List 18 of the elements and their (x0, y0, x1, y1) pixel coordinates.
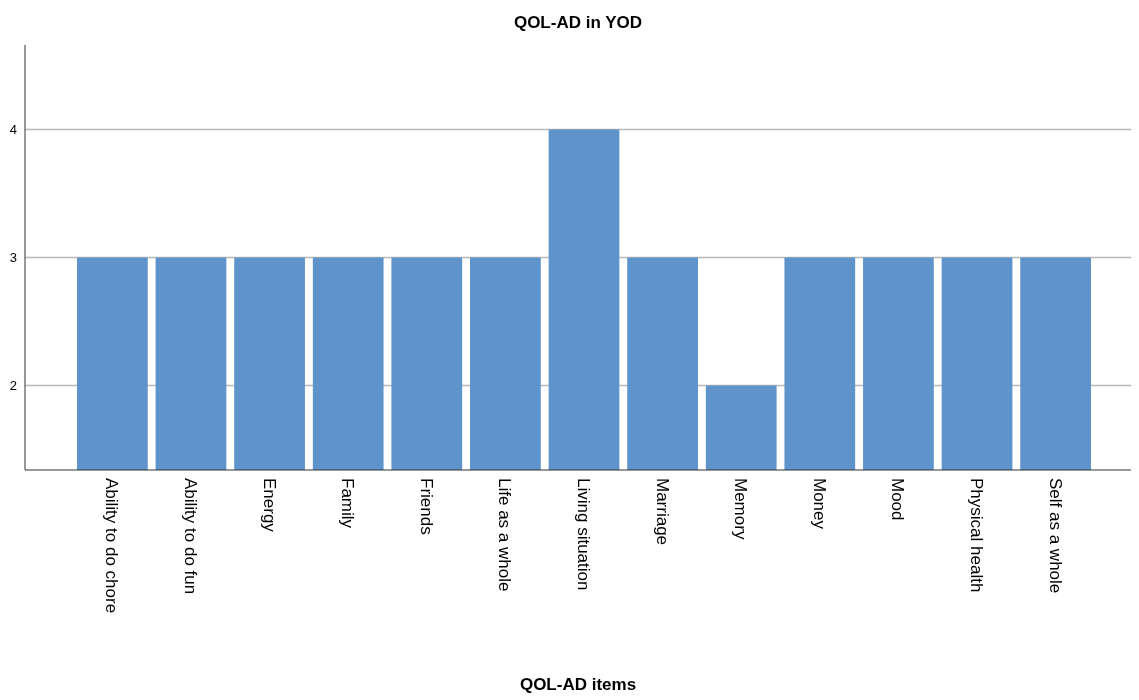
chart-title: QOL-AD in YOD (513, 13, 643, 32)
y-tick-label: 2 (9, 378, 17, 394)
y-tick-label: 4 (9, 122, 17, 138)
x-tick-label: Life as a whole (495, 478, 515, 592)
x-tick-label: Family (338, 478, 358, 529)
x-tick-label: Living situation (574, 478, 594, 591)
x-axis-title: QOL-AD items (519, 675, 637, 694)
x-tick-label: Marriage (652, 478, 672, 546)
y-tick-label: 3 (9, 250, 17, 266)
x-tick-label: Energy (259, 478, 279, 533)
x-tick-label: Mood (888, 478, 908, 521)
x-tick-label: Ability to do fun (181, 478, 201, 595)
x-tick-label: Memory (731, 478, 751, 540)
x-tick-label: Self as a whole (1045, 478, 1065, 594)
x-tick-label: Friends (416, 478, 436, 535)
x-tick-label: Money (809, 478, 829, 530)
x-tick-label: Physical health (967, 478, 987, 593)
x-tick-label: Ability to do chore (102, 478, 122, 614)
